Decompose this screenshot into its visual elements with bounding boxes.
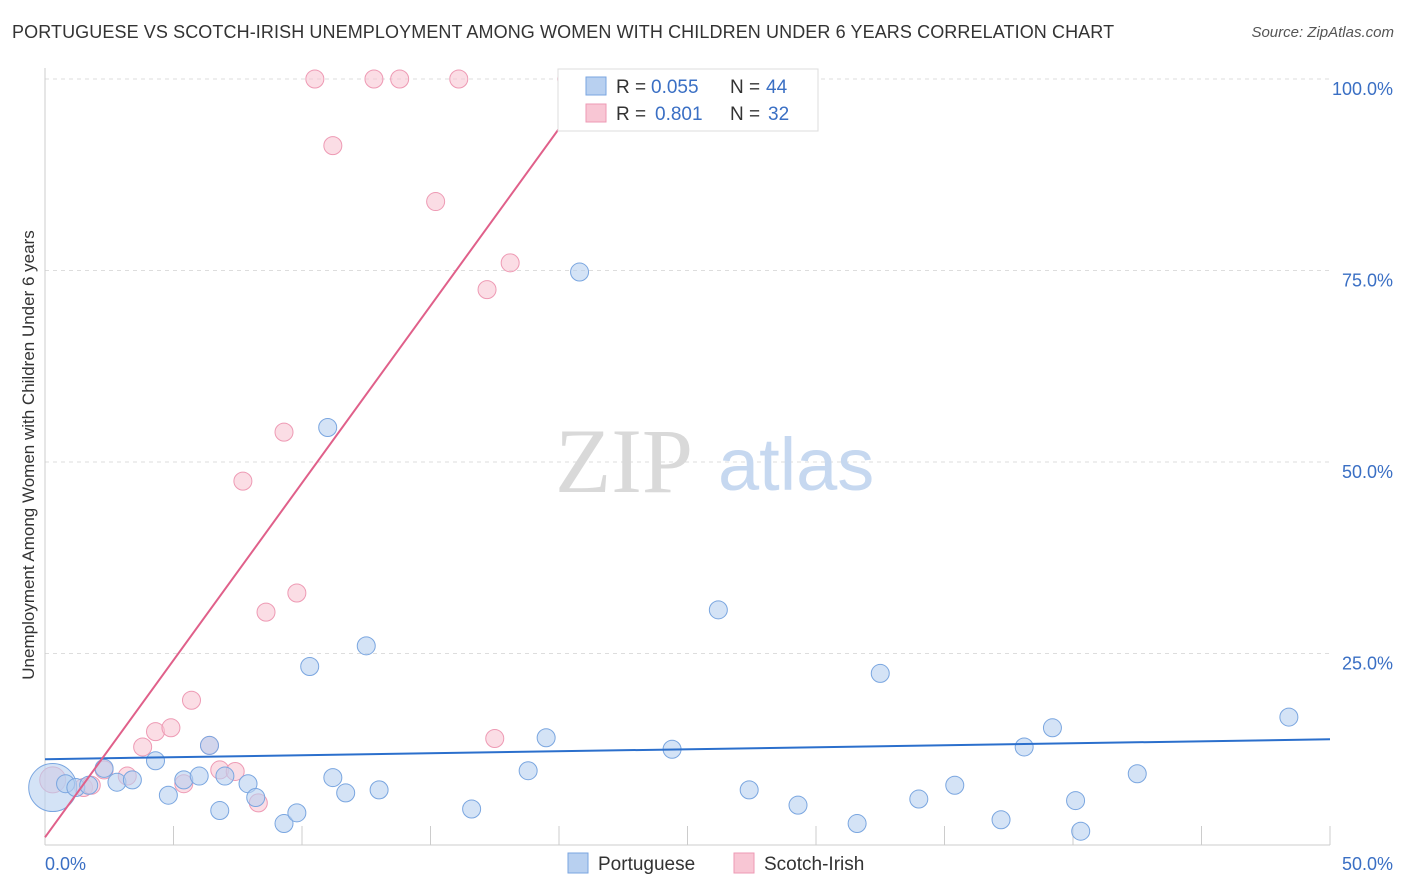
series-legend-swatch-scotch-irish [733,852,755,874]
portuguese-point-26 [536,728,556,748]
portuguese-point-27 [570,262,590,282]
portuguese-point-22 [356,636,376,656]
scotch-irish-point-19 [323,136,343,156]
watermark-zip: ZIP [555,410,693,512]
legend-r-label-1: R = [616,77,646,98]
portuguese-point-34 [909,789,929,809]
legend-n-label-2: N = [730,104,760,125]
y-tick-label-0: 100.0% [1332,79,1393,99]
portuguese-point-36 [991,810,1011,830]
series-legend: Portuguese Scotch-Irish [567,852,864,875]
portuguese-point-40 [1071,821,1091,841]
portuguese-point-31 [788,795,808,815]
legend-swatch-portuguese [585,76,607,96]
watermark: ZIP atlas [555,410,874,512]
watermark-atlas: atlas [718,423,874,506]
scotch-irish-point-18 [305,69,325,89]
legend-r-value-1: 0.055 [651,77,699,98]
portuguese-point-35 [945,775,965,795]
scotch-irish-point-5 [133,737,153,757]
portuguese-point-41 [1127,764,1147,784]
scotch-irish-point-20 [364,69,384,89]
scotch-irish-point-17 [287,583,307,603]
portuguese-point-6 [122,770,142,790]
y-tick-labels: 100.0% 75.0% 50.0% 25.0% [1332,79,1393,674]
portuguese-point-30 [739,780,759,800]
scotch-irish-point-16 [274,422,294,442]
portuguese-point-8 [158,785,178,805]
portuguese-point-15 [246,788,266,808]
legend-r-value-2: 0.801 [655,104,703,125]
legend-n-value-2: 32 [768,104,789,125]
portuguese-point-4 [94,758,114,778]
y-axis-title: Unemployment Among Women with Children U… [19,230,38,679]
portuguese-point-42 [1279,707,1299,727]
scotch-irish-point-15 [256,602,276,622]
portuguese-points [28,262,1299,841]
scotch-irish-point-9 [181,690,201,710]
portuguese-point-11 [199,735,219,755]
legend-r-label-2: R = [616,104,646,125]
portuguese-point-12 [210,801,230,821]
portuguese-point-18 [300,657,320,677]
legend-swatch-scotch-irish [585,103,607,123]
portuguese-point-25 [518,761,538,781]
x-tick-label-max: 50.0% [1342,854,1393,874]
portuguese-point-19 [318,418,338,438]
correlation-legend: R = 0.055 N = 44 R = 0.801 N = 32 [557,68,819,132]
y-tick-label-2: 50.0% [1342,462,1393,482]
portuguese-point-13 [215,766,235,786]
scotch-irish-point-13 [233,471,253,491]
scotch-irish-point-22 [426,192,446,212]
scotch-irish-point-26 [500,253,520,273]
scotch-irish-point-24 [477,280,497,300]
legend-n-value-1: 44 [766,77,788,98]
scotch-irish-trend-line [44,78,596,838]
portuguese-trend-line [44,738,1331,761]
portuguese-point-10 [189,766,209,786]
portuguese-point-21 [336,783,356,803]
y-tick-label-3: 25.0% [1342,654,1393,674]
scotch-irish-point-25 [485,729,505,749]
portuguese-point-23 [369,780,389,800]
portuguese-point-38 [1042,718,1062,738]
chart-title: PORTUGUESE VS SCOTCH-IRISH UNEMPLOYMENT … [12,22,1115,42]
legend-n-label-1: N = [730,77,760,98]
portuguese-point-17 [287,803,307,823]
portuguese-point-24 [462,799,482,819]
scotch-irish-point-23 [449,69,469,89]
grid [45,78,1330,654]
portuguese-point-7 [146,751,166,771]
scotch-irish-point-21 [390,69,410,89]
trend-lines [44,78,1331,838]
x-tick-label-min: 0.0% [45,854,86,874]
portuguese-point-37 [1014,737,1034,757]
portuguese-point-16 [274,814,294,834]
y-tick-label-1: 75.0% [1342,271,1393,291]
source-label: Source: ZipAtlas.com [1251,24,1394,41]
portuguese-point-32 [847,814,867,834]
portuguese-point-29 [708,600,728,620]
series-legend-swatch-portuguese [567,852,589,874]
x-ticks [173,826,1331,845]
portuguese-point-33 [870,663,890,683]
scotch-irish-point-7 [161,718,181,738]
portuguese-point-20 [323,768,343,788]
series-legend-scotch-irish: Scotch-Irish [764,854,864,875]
portuguese-point-39 [1066,791,1086,811]
series-legend-portuguese: Portuguese [598,854,695,875]
